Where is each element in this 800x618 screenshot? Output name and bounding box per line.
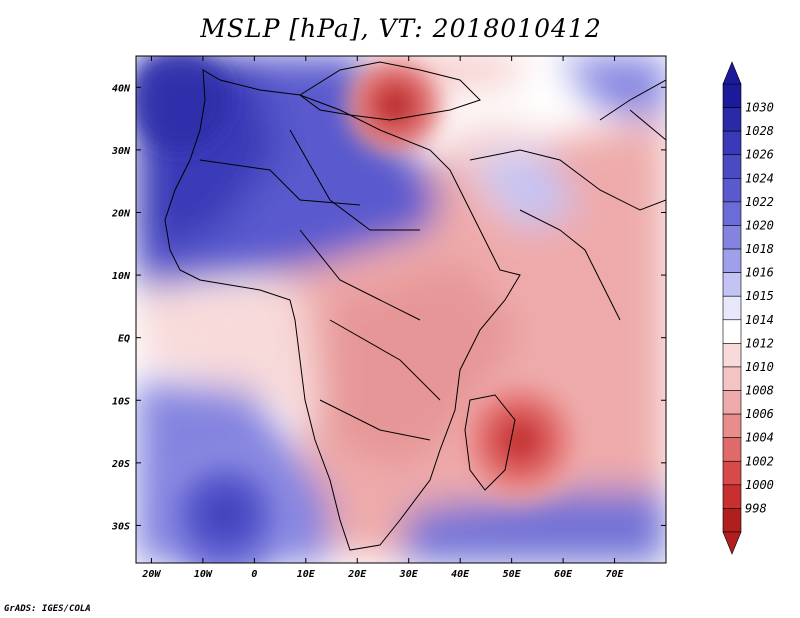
lon-tick-label: 60E — [554, 569, 573, 580]
colorbar-swatch — [722, 413, 742, 438]
lon-tick-label: 40E — [451, 569, 470, 580]
colorbar-swatch — [722, 272, 742, 297]
lat-tick-label: 20N — [111, 208, 131, 219]
colorbar-label: 1030 — [745, 101, 774, 115]
colorbar-swatch — [722, 201, 742, 226]
colorbar-label: 1002 — [745, 454, 774, 468]
lat-tick-label: 30N — [111, 146, 131, 157]
map-title: MSLP [hPa], VT: 2018010412 — [200, 14, 602, 43]
colorbar-label: 1026 — [745, 148, 774, 162]
colorbar-label: 1008 — [745, 384, 774, 398]
colorbar-top-arrow — [722, 61, 742, 85]
plot-frame — [135, 55, 667, 564]
lon-tick-label: 20W — [141, 569, 161, 580]
lat-tick-label: 10N — [112, 271, 131, 282]
colorbar-swatch — [722, 508, 742, 533]
colorbar-swatch — [722, 460, 742, 486]
colorbar: 1030 1028 1026 1024 1022 1020 1018 1016 1015 1014… — [722, 61, 774, 555]
colorbar-label: 1000 — [745, 478, 774, 492]
colorbar-label: 1028 — [745, 124, 774, 138]
colorbar-swatch — [722, 154, 742, 179]
colorbar-swatch — [722, 178, 742, 203]
lon-tick-label: 50E — [503, 569, 522, 580]
lon-tick-label: 30E — [399, 569, 419, 580]
colorbar-swatch — [722, 484, 742, 509]
colorbar-swatch — [722, 343, 742, 368]
colorbar-label: 1016 — [745, 266, 774, 280]
colorbar-swatch — [722, 319, 742, 344]
colorbar-label: 1018 — [745, 242, 774, 256]
colorbar-swatch — [722, 248, 742, 273]
coastlines — [164, 61, 666, 551]
colorbar-label: 1004 — [745, 431, 774, 445]
colorbar-swatch — [722, 390, 742, 415]
lon-tick-label: 20E — [347, 569, 367, 580]
colorbar-swatch — [722, 437, 742, 462]
lat-tick-label: 10S — [112, 396, 130, 407]
longitude-axis: 20W 10W 0 10E 20E 30E 40E 50E 60E 70E — [141, 56, 625, 580]
colorbar-swatch — [722, 83, 742, 108]
colorbar-swatch — [722, 295, 742, 321]
lon-tick-label: 10E — [297, 569, 316, 580]
lon-tick-label: 0 — [251, 569, 257, 580]
lat-tick-label: EQ — [118, 334, 130, 345]
colorbar-swatch — [722, 225, 742, 250]
colorbar-label: 1022 — [745, 195, 774, 209]
colorbar-swatch — [722, 366, 742, 391]
lat-tick-label: 20S — [111, 459, 130, 470]
latitude-axis: 40N 30N 20N 10N EQ 10S 20S 30S — [111, 83, 666, 532]
lon-tick-label: 10W — [194, 569, 213, 580]
colorbar-bottom-arrow — [722, 531, 742, 555]
colorbar-swatch — [722, 130, 742, 156]
colorbar-label: 1014 — [745, 313, 774, 327]
pressure-field — [136, 56, 666, 563]
colorbar-label: 1006 — [745, 407, 774, 421]
colorbar-swatch — [722, 107, 742, 132]
colorbar-label: 1020 — [745, 218, 774, 232]
colorbar-label: 1024 — [745, 171, 774, 185]
colorbar-label: 1010 — [745, 360, 774, 374]
colorbar-label: 1015 — [745, 289, 774, 303]
credit-text: GrADS: IGES/COLA — [4, 604, 91, 614]
colorbar-label: 998 — [745, 501, 767, 515]
lat-tick-label: 30S — [111, 521, 130, 532]
lat-tick-label: 40N — [112, 83, 131, 94]
colorbar-label: 1012 — [745, 336, 774, 350]
lon-tick-label: 70E — [606, 569, 625, 580]
